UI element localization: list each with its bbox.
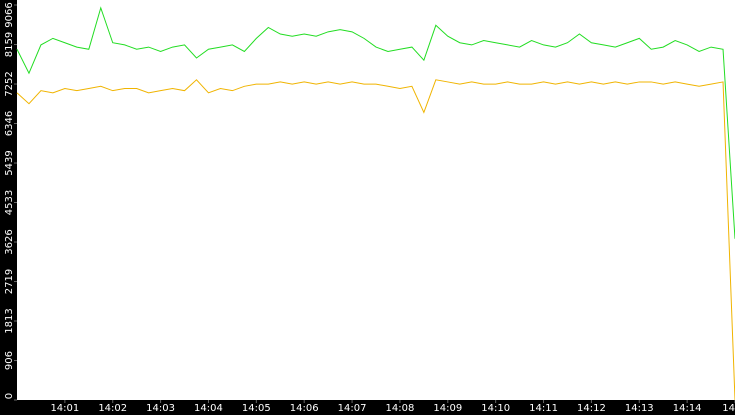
x-tick-label: 14:13 — [625, 403, 654, 414]
series-line — [16, 6, 735, 239]
y-tick-label: 4533 — [4, 190, 15, 215]
x-tick-label: 14:09 — [433, 403, 462, 414]
x-tick-label: 14:03 — [146, 403, 175, 414]
y-tick-label: 5439 — [4, 150, 15, 175]
y-tick-label: 8159 — [4, 32, 15, 57]
x-tick-label: 14:07 — [338, 403, 367, 414]
x-tick-label: 14:06 — [290, 403, 319, 414]
y-tick-label: 2719 — [4, 269, 15, 294]
x-tick-label: 14 — [722, 403, 735, 414]
x-tick-label: 14:12 — [577, 403, 606, 414]
x-tick-label: 14:08 — [386, 403, 415, 414]
x-tick-label: 14:11 — [529, 403, 558, 414]
x-tick-label: 14:04 — [194, 403, 223, 414]
y-tick-label: 0 — [4, 393, 15, 399]
x-tick-label: 14:02 — [98, 403, 127, 414]
y-tick-label: 1813 — [4, 308, 15, 333]
x-tick-label: 14:01 — [50, 403, 79, 414]
y-tick-label: 6346 — [4, 111, 15, 136]
x-tick-label: 14:10 — [481, 403, 510, 414]
x-tick-label: 14:05 — [242, 403, 271, 414]
plot-area — [17, 0, 735, 400]
x-tick-label: 14:14 — [673, 403, 702, 414]
series-line — [16, 79, 735, 401]
y-tick-label: 3626 — [4, 229, 15, 254]
y-tick-label: 9066 — [4, 2, 15, 27]
y-tick-label: 7252 — [4, 71, 15, 96]
y-tick-label: 906 — [4, 351, 15, 370]
